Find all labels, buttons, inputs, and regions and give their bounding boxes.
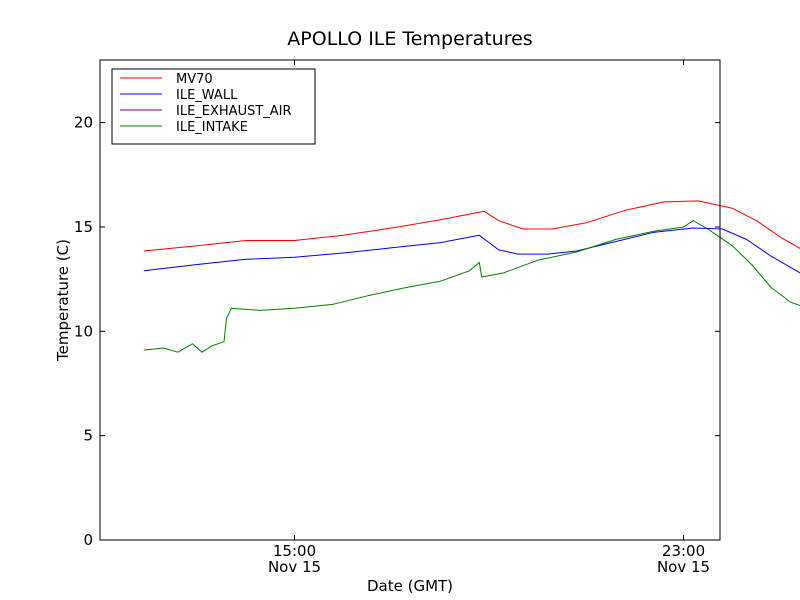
x-tick-label-time: 15:00 [273,542,316,560]
x-tick-label-time: 23:00 [662,542,705,560]
y-tick-label: 10 [74,322,93,340]
series-line-ile-intake [143,220,800,353]
plot-frame [99,59,721,541]
legend-label: ILE_INTAKE [176,120,248,135]
y-tick-label: 0 [83,531,93,549]
x-axis-label: Date (GMT) [367,577,453,595]
series-group [143,200,800,353]
y-tick-label: 20 [74,114,93,132]
y-tick-label: 5 [83,427,93,445]
x-tick-label-date: Nov 15 [268,558,321,576]
legend-label: MV70 [176,72,213,87]
series-line-ile-wall [143,227,800,274]
y-tick-label: 15 [74,218,93,236]
legend-label: ILE_WALL [176,88,238,103]
x-tick-label-date: Nov 15 [657,558,710,576]
legend-label: ILE_EXHAUST_AIR [176,104,292,119]
chart-title: APOLLO ILE Temperatures [287,28,532,50]
y-axis-label: Temperature (C) [54,239,72,362]
y-axis: 0 5 10 15 20 [74,114,720,549]
legend-frame [111,68,316,145]
series-line-mv70 [143,200,800,252]
